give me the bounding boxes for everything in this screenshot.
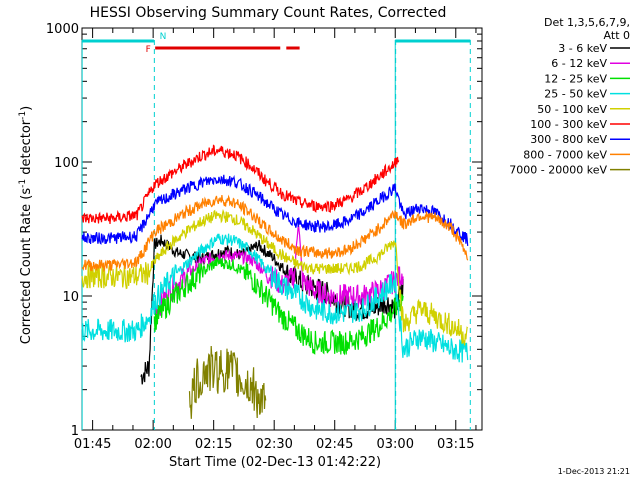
legend-entry-label: 7000 - 20000 keV <box>509 164 607 177</box>
flag-label-f: F <box>146 45 151 55</box>
legend-entry-label: 50 - 100 keV <box>537 103 607 116</box>
legend: Det 1,3,5,6,7,9,Att 03 - 6 keV 6 - 12 keV… <box>509 16 630 177</box>
series-line-8 <box>188 345 267 419</box>
y-tick-label: 10 <box>62 290 79 305</box>
legend-entry-label: 100 - 300 keV <box>530 118 607 131</box>
data-series <box>81 144 469 419</box>
x-tick-label: 03:15 <box>437 437 474 452</box>
x-axis-label: Start Time (02-Dec-13 01:42:22) <box>169 455 381 470</box>
legend-entry-label: 800 - 7000 keV <box>523 148 607 161</box>
legend-entry-label: 25 - 50 keV <box>544 88 607 101</box>
series-line-5 <box>81 144 400 225</box>
legend-entry-label: 3 - 6 keV <box>558 42 607 55</box>
observing-flags: NF <box>82 32 471 55</box>
x-tick-label: 02:45 <box>316 437 353 452</box>
y-axis-ticks: 1 10 100 1000 <box>46 22 482 439</box>
series-line-2 <box>153 256 404 356</box>
series-line-4 <box>81 208 469 346</box>
legend-header: Det 1,3,5,6,7,9, <box>544 16 630 29</box>
legend-entry-label: 12 - 25 keV <box>544 72 607 85</box>
x-tick-label: 02:15 <box>195 437 232 452</box>
y-tick-label: 100 <box>54 156 79 171</box>
x-tick-label: 02:00 <box>134 437 171 452</box>
chart-title: HESSI Observing Summary Count Rates, Cor… <box>90 5 447 21</box>
x-tick-label: 02:30 <box>255 437 292 452</box>
x-tick-label: 03:00 <box>377 437 414 452</box>
flag-label-n: N <box>160 32 167 42</box>
legend-entry-label: 6 - 12 keV <box>551 57 607 70</box>
night-boundaries <box>81 40 471 430</box>
legend-entry-label: 300 - 800 keV <box>530 133 607 146</box>
plot-timestamp: 1-Dec-2013 21:21 <box>558 467 630 476</box>
series-line-1 <box>153 222 404 320</box>
series-line-7 <box>81 194 469 273</box>
y-axis-label: Corrected Count Rate (s-1 detector-1) <box>18 106 34 344</box>
y-tick-label: 1 <box>71 424 79 439</box>
x-tick-label: 01:45 <box>74 437 111 452</box>
legend-header: Att 0 <box>604 29 630 42</box>
series-line-3 <box>81 233 469 363</box>
y-tick-label: 1000 <box>46 22 79 37</box>
x-axis-ticks: 01:45 02:00 02:15 02:30 02:45 03:00 03:15 <box>74 28 477 452</box>
series-line-6 <box>81 174 469 246</box>
